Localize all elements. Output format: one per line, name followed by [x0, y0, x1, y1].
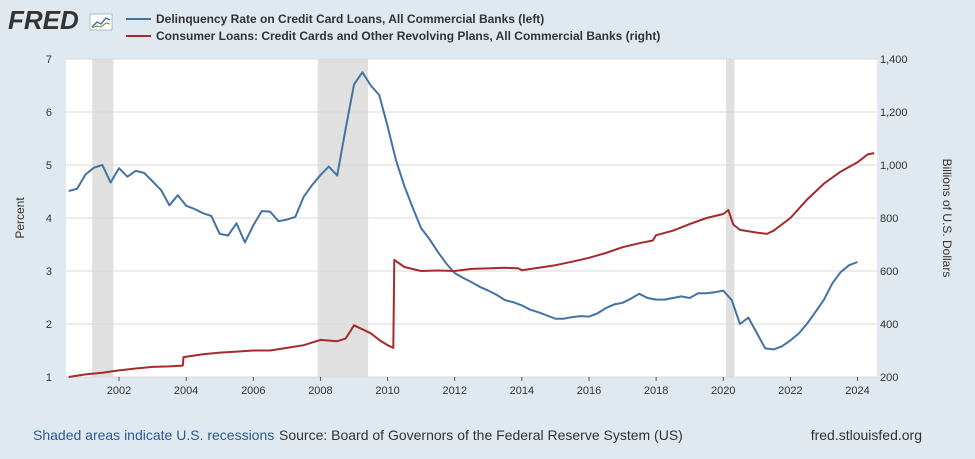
left-tick-label: 1: [46, 372, 52, 384]
right-tick-label: 400: [880, 319, 898, 331]
series-line-delinquency: [68, 71, 858, 351]
x-tick-label: 2014: [510, 385, 534, 397]
left-axis-title: Percent: [13, 197, 27, 239]
x-tick-label: 2022: [778, 385, 802, 397]
legend: Delinquency Rate on Credit Card Loans, A…: [126, 12, 660, 43]
left-tick-label: 4: [46, 213, 52, 225]
series-line-consumer-loans: [68, 152, 875, 378]
right-tick-label: 800: [880, 213, 898, 225]
left-tick-label: 3: [46, 266, 52, 278]
left-tick-label: 7: [46, 54, 52, 66]
x-tick-label: 2018: [644, 385, 668, 397]
right-tick-label: 1,400: [880, 54, 908, 66]
x-axis-ticks: 2002 2004 2006 2008 2010 2012 2014 2016 2018 2020…: [107, 377, 870, 397]
recession-note-link[interactable]: Shaded areas indicate U.S. recessions: [33, 427, 274, 443]
fred-logo-text: FRED: [8, 5, 79, 35]
right-tick-label: 1,200: [880, 107, 908, 119]
right-axis-ticks: 200 400 600 800 1,000 1,200 1,400: [880, 54, 908, 384]
left-axis-ticks: 1 2 3 4 5 6 7: [46, 54, 52, 384]
legend-label-delinquency: Delinquency Rate on Credit Card Loans, A…: [156, 12, 544, 26]
source-text: Source: Board of Governors of the Federa…: [279, 427, 683, 443]
gridlines: [66, 58, 877, 378]
x-tick-label: 2010: [375, 385, 399, 397]
right-tick-label: 1,000: [880, 160, 908, 172]
x-tick-label: 2016: [577, 385, 601, 397]
x-tick-label: 2004: [174, 385, 198, 397]
x-tick-label: 2002: [107, 385, 131, 397]
right-tick-label: 600: [880, 266, 898, 278]
left-tick-label: 5: [46, 160, 52, 172]
right-tick-label: 200: [880, 372, 898, 384]
left-tick-label: 6: [46, 107, 52, 119]
site-link[interactable]: fred.stlouisfed.org: [811, 427, 922, 443]
fred-logo[interactable]: FRED: [8, 5, 113, 35]
x-tick-label: 2024: [845, 385, 869, 397]
right-axis-title: Billions of U.S. Dollars: [940, 159, 954, 278]
legend-label-consumer-loans: Consumer Loans: Credit Cards and Other R…: [156, 29, 660, 43]
x-tick-label: 2012: [442, 385, 466, 397]
x-tick-label: 2006: [241, 385, 265, 397]
x-tick-label: 2020: [711, 385, 735, 397]
fred-logo-graph-icon: [89, 13, 113, 31]
x-tick-label: 2008: [308, 385, 332, 397]
left-tick-label: 2: [46, 319, 52, 331]
series-lines: [68, 71, 875, 378]
